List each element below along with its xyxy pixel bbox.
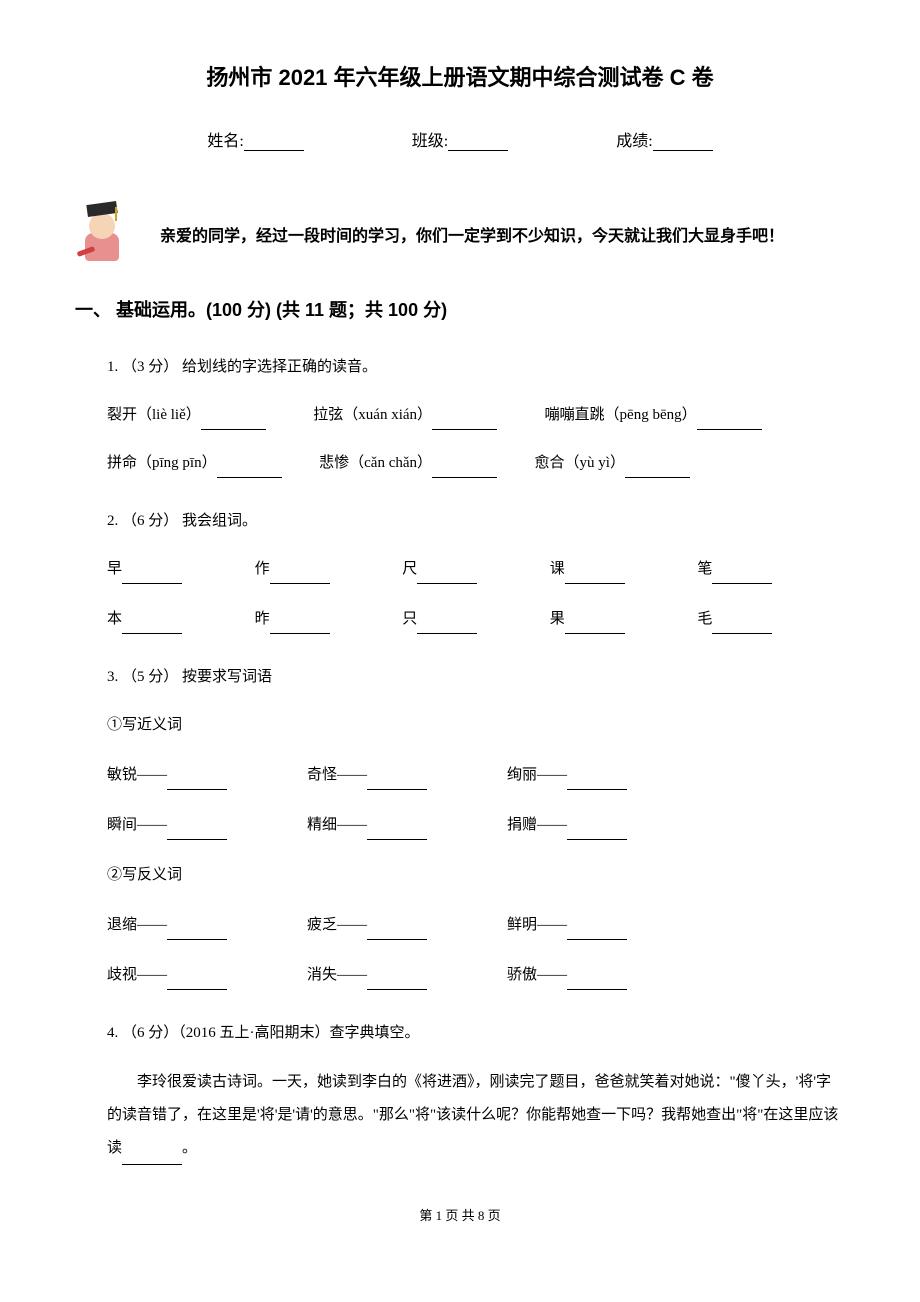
question-2: 2. （6 分） 我会组词。 早 作 尺 课 笔 本 昨 只 果 毛	[75, 506, 845, 634]
student-info-row: 姓名: 班级: 成绩:	[75, 127, 845, 151]
q3-sub-2: ②写反义词	[107, 860, 845, 890]
q1-pinyin-3: （pīng pīn）	[137, 455, 217, 471]
q2-char-1: 作	[255, 561, 270, 577]
q3-ant-row-1: 退缩—— 疲乏—— 鲜明——	[107, 910, 845, 940]
q3-ant-blank-4[interactable]	[367, 974, 427, 990]
q1-blank-3[interactable]	[217, 462, 282, 478]
q3-syn-row-2: 瞬间—— 精细—— 捐赠——	[107, 810, 845, 840]
q2-blank-6[interactable]	[270, 618, 330, 634]
question-3: 3. （5 分） 按要求写词语 ①写近义词 敏锐—— 奇怪—— 绚丽—— 瞬间—…	[75, 662, 845, 990]
question-4: 4. （6 分）（2016 五上·高阳期末）查字典填空。	[75, 1018, 845, 1048]
q1-line-2: 拼命（pīng pīn） 悲惨（cǎn chǎn） 愈合（yù yì）	[107, 448, 845, 478]
q1-blank-1[interactable]	[432, 414, 497, 430]
q3-ant-4: 消失——	[307, 967, 367, 983]
q3-syn-4: 精细——	[307, 817, 367, 833]
q2-char-5: 本	[107, 611, 122, 627]
q1-line-1: 裂开（liè liě） 拉弦（xuán xián） 嘣嘣直跳（pēng bēng…	[107, 400, 845, 430]
q4-blank[interactable]	[122, 1149, 182, 1165]
q2-char-2: 尺	[402, 561, 417, 577]
page-footer: 第 1 页 共 8 页	[75, 1205, 845, 1224]
q2-char-4: 笔	[697, 561, 712, 577]
intro-text: 亲爱的同学，经过一段时间的学习，你们一定学到不少知识，今天就让我们大显身手吧！	[160, 222, 784, 246]
q4-text-end: 。	[182, 1140, 197, 1156]
q1-word-4: 悲惨	[319, 455, 349, 471]
q4-text: 李玲很爱读古诗词。一天，她读到李白的《将进酒》，刚读完了题目，爸爸就笑着对她说：…	[107, 1074, 838, 1156]
q3-ant-2: 鲜明——	[507, 917, 567, 933]
q1-pinyin-5: （yù yì）	[565, 455, 625, 471]
q1-word-2: 嘣嘣直跳	[545, 407, 605, 423]
q3-ant-1: 疲乏——	[307, 917, 367, 933]
score-blank[interactable]	[653, 133, 713, 151]
class-label: 班级:	[412, 127, 448, 151]
q3-syn-1: 奇怪——	[307, 767, 367, 783]
q2-blank-4[interactable]	[712, 568, 772, 584]
q1-word-3: 拼命	[107, 455, 137, 471]
q2-char-9: 毛	[697, 611, 712, 627]
q3-syn-0: 敏锐——	[107, 767, 167, 783]
q3-ant-blank-2[interactable]	[567, 924, 627, 940]
q4-header: 4. （6 分）（2016 五上·高阳期末）查字典填空。	[107, 1018, 845, 1048]
q1-blank-0[interactable]	[201, 414, 266, 430]
q3-ant-blank-3[interactable]	[167, 974, 227, 990]
q3-ant-3: 歧视——	[107, 967, 167, 983]
name-blank[interactable]	[244, 133, 304, 151]
q2-blank-5[interactable]	[122, 618, 182, 634]
q1-pinyin-1: （xuán xián）	[343, 407, 432, 423]
q1-blank-4[interactable]	[432, 462, 497, 478]
q3-syn-5: 捐赠——	[507, 817, 567, 833]
q3-syn-blank-5[interactable]	[567, 824, 627, 840]
q3-ant-5: 骄傲——	[507, 967, 567, 983]
q3-syn-blank-1[interactable]	[367, 774, 427, 790]
q1-pinyin-4: （cǎn chǎn）	[349, 455, 432, 471]
q2-blank-1[interactable]	[270, 568, 330, 584]
q2-row-2: 本 昨 只 果 毛	[107, 604, 845, 634]
q3-ant-blank-5[interactable]	[567, 974, 627, 990]
q3-syn-row-1: 敏锐—— 奇怪—— 绚丽——	[107, 760, 845, 790]
q2-header: 2. （6 分） 我会组词。	[107, 506, 845, 536]
q3-header: 3. （5 分） 按要求写词语	[107, 662, 845, 692]
q3-ant-0: 退缩——	[107, 917, 167, 933]
q2-row-1: 早 作 尺 课 笔	[107, 554, 845, 584]
score-label: 成绩:	[616, 127, 652, 151]
q3-ant-blank-0[interactable]	[167, 924, 227, 940]
q2-char-3: 课	[550, 561, 565, 577]
q1-blank-5[interactable]	[625, 462, 690, 478]
q1-blank-2[interactable]	[697, 414, 762, 430]
section-1-title: 一、 基础运用。(100 分) (共 11 题；共 100 分)	[75, 296, 845, 322]
q2-char-8: 果	[550, 611, 565, 627]
q1-header: 1. （3 分） 给划线的字选择正确的读音。	[107, 352, 845, 382]
q1-word-1: 拉弦	[313, 407, 343, 423]
q2-blank-3[interactable]	[565, 568, 625, 584]
q3-syn-blank-2[interactable]	[567, 774, 627, 790]
mascot-icon	[75, 201, 135, 266]
class-blank[interactable]	[448, 133, 508, 151]
q2-blank-2[interactable]	[417, 568, 477, 584]
q3-sub-1: ①写近义词	[107, 710, 845, 740]
q1-word-5: 愈合	[535, 455, 565, 471]
q4-paragraph: 李玲很爱读古诗词。一天，她读到李白的《将进酒》，刚读完了题目，爸爸就笑着对她说：…	[107, 1066, 845, 1165]
q2-char-7: 只	[402, 611, 417, 627]
q3-ant-blank-1[interactable]	[367, 924, 427, 940]
name-label: 姓名:	[207, 127, 243, 151]
q3-syn-3: 瞬间——	[107, 817, 167, 833]
q3-syn-blank-4[interactable]	[367, 824, 427, 840]
question-1: 1. （3 分） 给划线的字选择正确的读音。 裂开（liè liě） 拉弦（xu…	[75, 352, 845, 478]
q2-char-6: 昨	[255, 611, 270, 627]
q3-syn-2: 绚丽——	[507, 767, 567, 783]
q2-blank-0[interactable]	[122, 568, 182, 584]
q1-word-0: 裂开	[107, 407, 137, 423]
intro-row: 亲爱的同学，经过一段时间的学习，你们一定学到不少知识，今天就让我们大显身手吧！	[75, 201, 845, 266]
q3-ant-row-2: 歧视—— 消失—— 骄傲——	[107, 960, 845, 990]
q3-syn-blank-0[interactable]	[167, 774, 227, 790]
q2-blank-8[interactable]	[565, 618, 625, 634]
q1-pinyin-0: （liè liě）	[137, 407, 201, 423]
q1-pinyin-2: （pēng bēng）	[605, 407, 697, 423]
q2-blank-9[interactable]	[712, 618, 772, 634]
q2-char-0: 早	[107, 561, 122, 577]
q3-syn-blank-3[interactable]	[167, 824, 227, 840]
q2-blank-7[interactable]	[417, 618, 477, 634]
exam-title: 扬州市 2021 年六年级上册语文期中综合测试卷 C 卷	[75, 60, 845, 92]
